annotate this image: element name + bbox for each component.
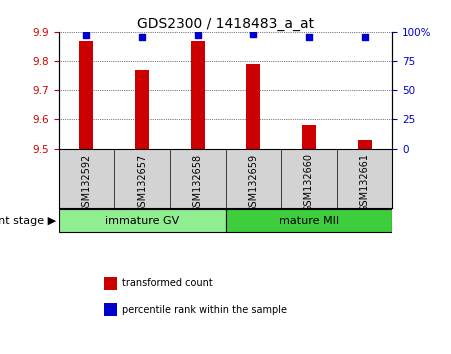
Text: GSM132660: GSM132660 <box>304 153 314 212</box>
Text: immature GV: immature GV <box>105 216 179 226</box>
Point <box>194 33 201 38</box>
Point <box>250 32 257 37</box>
Text: GSM132658: GSM132658 <box>193 153 202 212</box>
Text: GSM132659: GSM132659 <box>249 153 258 212</box>
Text: GSM132592: GSM132592 <box>82 153 92 213</box>
Bar <box>226 210 392 232</box>
Bar <box>59 210 226 232</box>
Bar <box>246 64 260 149</box>
Text: GSM132661: GSM132661 <box>359 153 369 212</box>
Text: mature MII: mature MII <box>279 216 339 226</box>
Point <box>305 34 313 39</box>
Bar <box>302 125 316 149</box>
Text: GSM132657: GSM132657 <box>137 153 147 213</box>
Bar <box>79 41 93 149</box>
Bar <box>191 41 205 149</box>
Text: development stage ▶: development stage ▶ <box>0 216 56 226</box>
Bar <box>358 140 372 149</box>
Point <box>138 34 146 39</box>
Bar <box>135 70 149 149</box>
Point <box>83 33 90 38</box>
Text: transformed count: transformed count <box>122 278 212 288</box>
Title: GDS2300 / 1418483_a_at: GDS2300 / 1418483_a_at <box>137 17 314 31</box>
Point <box>361 34 368 39</box>
Text: percentile rank within the sample: percentile rank within the sample <box>122 305 287 315</box>
